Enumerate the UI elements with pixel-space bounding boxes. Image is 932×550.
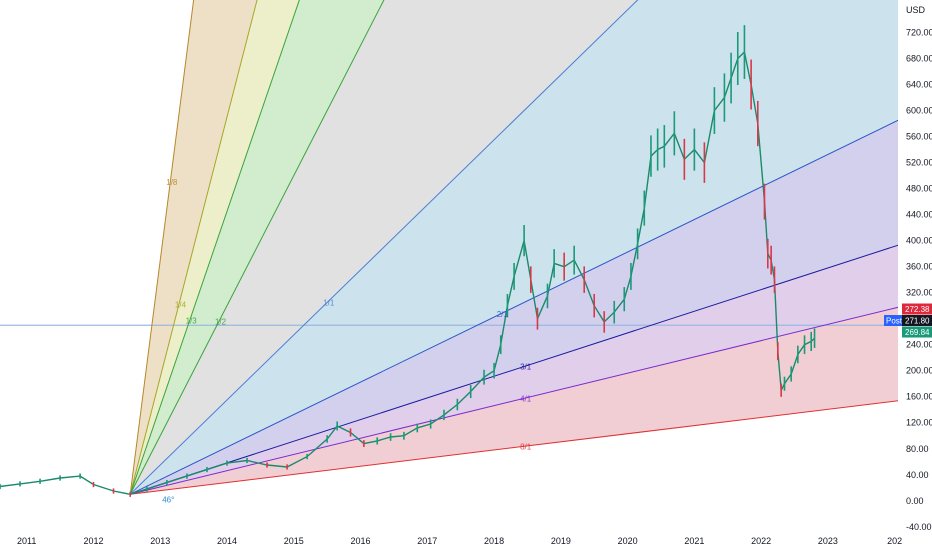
price-axis-background xyxy=(898,0,932,532)
price-tick-label: 0.00 xyxy=(906,496,924,506)
price-tick-label: -40.00 xyxy=(906,522,932,532)
price-tick-label: 80.00 xyxy=(906,444,929,454)
gann-fan-lines[interactable] xyxy=(129,0,931,495)
currency-label: USD xyxy=(906,5,926,15)
price-badge-0 xyxy=(902,303,932,315)
gann-fan-labels: 1/8 1/4 1/3 1/2 1/1 2/1 3/1 4/1 8/1 46° xyxy=(162,178,532,504)
price-badge-2 xyxy=(902,326,932,338)
price-tick-label: 440.00 xyxy=(906,210,932,220)
fan-zone-4 xyxy=(130,0,898,495)
time-tick-label: 2013 xyxy=(150,536,170,546)
fan-label-2: 1/3 xyxy=(186,317,198,326)
time-tick-label: 2023 xyxy=(818,536,838,546)
fan-line-8 xyxy=(130,400,898,495)
price-tick-label: 680.00 xyxy=(906,54,932,64)
fan-label-1: 1/4 xyxy=(175,300,187,309)
price-series xyxy=(0,25,816,497)
time-tick-label: 2018 xyxy=(484,536,504,546)
price-tick-label: 600.00 xyxy=(906,106,932,116)
fan-line-6 xyxy=(130,244,898,495)
price-tick-label: 200.00 xyxy=(906,366,932,376)
time-tick-label: 2022 xyxy=(751,536,771,546)
fan-line-7 xyxy=(130,306,898,495)
price-badge-label-2: 269.84 xyxy=(905,328,930,337)
price-tick-label: 360.00 xyxy=(906,262,932,272)
time-tick-label: 2019 xyxy=(551,536,571,546)
fan-label-6: 3/1 xyxy=(520,363,532,372)
price-badge-label-0: 272.38 xyxy=(905,305,930,314)
fan-label-8: 8/1 xyxy=(520,442,532,451)
post-tag xyxy=(884,315,902,327)
price-tick-label: 120.00 xyxy=(906,418,932,428)
post-tag-label: Post xyxy=(886,317,903,326)
fan-line-4 xyxy=(129,0,639,495)
price-tick-label: 640.00 xyxy=(906,80,932,90)
fan-line-3 xyxy=(129,0,385,495)
price-tick-label: 400.00 xyxy=(906,236,932,246)
price-badge-label-1: 271.80 xyxy=(905,317,930,326)
time-tick-label: 2015 xyxy=(284,536,304,546)
fan-label-5: 2/1 xyxy=(497,310,509,319)
price-tick-label: 320.00 xyxy=(906,288,932,298)
time-tick-label: 202 xyxy=(887,536,902,546)
time-tick-label: 2020 xyxy=(618,536,638,546)
time-tick-label: 2021 xyxy=(684,536,704,546)
time-tick-label: 2016 xyxy=(351,536,371,546)
price-tick-label: 160.00 xyxy=(906,392,932,402)
price-tick-label: 240.00 xyxy=(906,340,932,350)
fan-label-3: 1/2 xyxy=(215,317,227,326)
time-tick-label: 2014 xyxy=(217,536,237,546)
price-tick-label: 720.00 xyxy=(906,28,932,38)
gann-fan-fills xyxy=(130,0,898,495)
time-axis[interactable]: 2011 2012 2013 2014 2015 2016 2017 2018 2019 2020… xyxy=(17,536,902,546)
price-tick-label: 40.00 xyxy=(906,470,929,480)
price-badge-1 xyxy=(902,315,932,327)
fan-label-0: 1/8 xyxy=(166,178,178,187)
time-tick-label: 2011 xyxy=(17,536,36,546)
price-tick-label: 520.00 xyxy=(906,158,932,168)
fan-label-7: 4/1 xyxy=(520,394,532,403)
price-tick-label: 560.00 xyxy=(906,132,932,142)
price-tick-label: 480.00 xyxy=(906,184,932,194)
fan-label-4: 1/1 xyxy=(323,298,335,307)
fan-line-2 xyxy=(129,0,300,495)
fan-angle-label: 46° xyxy=(162,495,174,504)
fan-line-5 xyxy=(129,119,898,495)
time-tick-label: 2012 xyxy=(83,536,103,546)
time-tick-label: 2017 xyxy=(417,536,437,546)
